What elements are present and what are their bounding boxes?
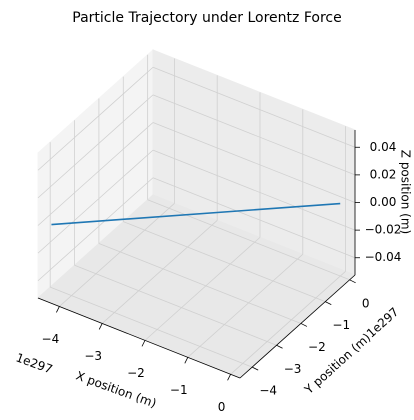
y-tick [349, 279, 356, 284]
grid-line [37, 122, 154, 226]
x-tick [98, 323, 103, 330]
y-tick [252, 366, 259, 371]
grid-line [230, 270, 346, 375]
y-tick-label: 0 [362, 296, 370, 310]
z-tick-label: −0.02 [365, 223, 402, 237]
x-tick [184, 357, 189, 364]
z-tick-label: −0.04 [365, 250, 402, 264]
y-tick [300, 323, 308, 327]
z-tick-label: 0.02 [370, 167, 397, 181]
y-offset-label: 1e297 [364, 305, 402, 341]
grid-line [152, 66, 356, 148]
grid-line [37, 177, 154, 282]
x-tick-label: −4 [42, 332, 60, 346]
grid-line [187, 254, 304, 358]
grid-line [59, 203, 175, 307]
grid-line [144, 237, 261, 341]
x-tick-label: 0 [218, 400, 226, 414]
trajectory-line [51, 202, 341, 226]
grid-line [123, 221, 326, 302]
y-tick-label: −2 [308, 340, 326, 354]
y-axis-line [239, 274, 356, 379]
grid-line [152, 94, 356, 176]
y-tick [325, 301, 332, 305]
x-tick-label: −1 [170, 383, 188, 397]
x-tick-label: −2 [127, 366, 145, 380]
y-tick-label: −1 [332, 318, 350, 332]
grid-line [152, 122, 356, 203]
grid-line [147, 199, 350, 281]
x-tick [56, 306, 60, 313]
grid-line [37, 94, 154, 199]
x-axis-label: X position (m) [74, 369, 158, 411]
grid-line [98, 243, 302, 324]
x-tick [227, 374, 231, 381]
z-tick-label: 0.00 [370, 195, 397, 209]
grid-line [152, 177, 356, 259]
grid-line [37, 149, 154, 254]
y-tick [276, 344, 283, 349]
z-tick-label: 0.04 [370, 140, 397, 154]
chart-title: Particle Trajectory under Lorentz Force [72, 10, 341, 26]
x-tick-label: −3 [84, 349, 102, 363]
x-tick [141, 340, 146, 347]
y-tick-label: −4 [259, 384, 277, 398]
grid-line [37, 66, 154, 171]
grid-line [101, 220, 218, 324]
y-tick-label: −3 [284, 362, 302, 376]
grid-line [74, 264, 277, 346]
x-offset-label: 1e297 [14, 350, 54, 376]
grid-line [152, 149, 356, 231]
grid-line [50, 286, 253, 368]
x-axis-line [37, 297, 241, 379]
z-axis-label: Z position (m) [399, 150, 413, 234]
